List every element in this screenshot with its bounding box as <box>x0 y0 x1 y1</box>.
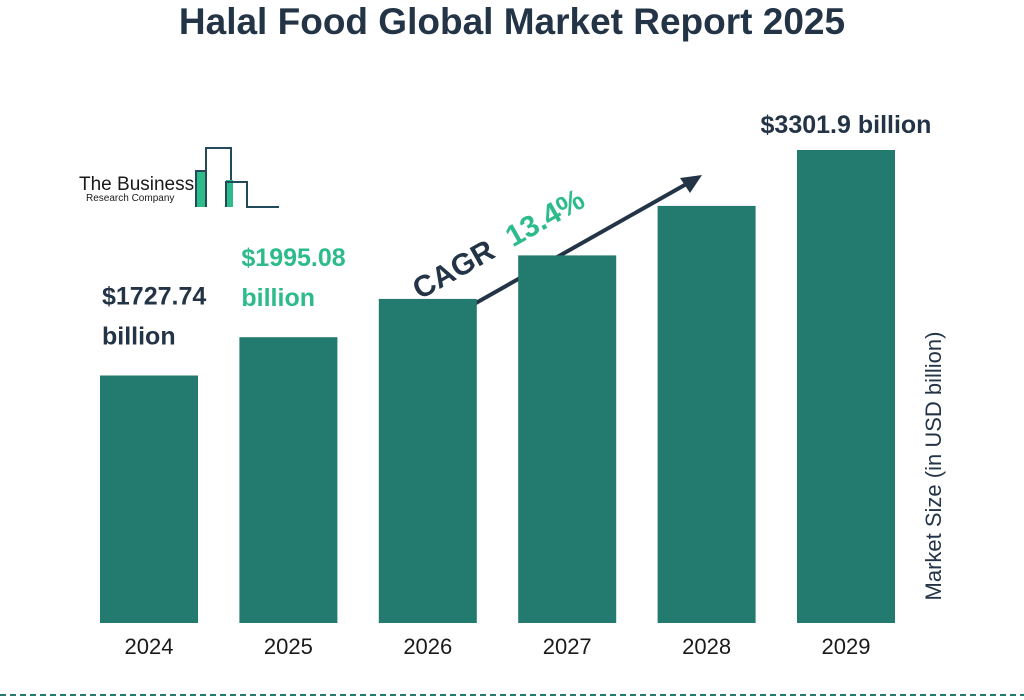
x-tick-label: 2024 <box>125 634 174 659</box>
logo-text-line2: Research Company <box>86 193 174 204</box>
x-tick-label: 2027 <box>543 634 592 659</box>
logo-buildings-icon <box>195 147 279 208</box>
x-tick-label: 2028 <box>682 634 731 659</box>
chart-title: Halal Food Global Market Report 2025 <box>179 1 845 42</box>
logo-text-line1: The Business <box>79 174 194 195</box>
logo-building-accent-2 <box>226 180 233 207</box>
value-label-2024: $1727.74 billion <box>102 283 206 351</box>
cagr-arrowhead-icon <box>680 175 702 193</box>
bar-2024 <box>100 375 198 623</box>
bar-2028 <box>657 205 756 623</box>
bar-2029 <box>797 150 895 623</box>
logo-building-accent <box>196 171 206 207</box>
x-tick-label: 2025 <box>264 634 313 659</box>
bar-2026 <box>378 298 477 623</box>
value-labels: $1727.74 billion $1995.08 billion $3301.9 bi… <box>102 111 931 351</box>
x-tick-label: 2026 <box>403 634 452 659</box>
cagr-value: 13.4% <box>500 183 590 254</box>
company-logo: The Business Research Company <box>79 147 279 208</box>
bars-group <box>100 150 895 623</box>
y-axis-label: Market Size (in USD billion) <box>921 332 946 601</box>
x-tick-label: 2029 <box>822 634 871 659</box>
value-label-2025: $1995.08 billion <box>241 244 345 312</box>
value-label-2029: $3301.9 billion <box>761 111 932 139</box>
x-tick-labels: 2024 2025 2026 2027 2028 2029 <box>125 634 871 659</box>
bar-2025 <box>239 337 338 623</box>
bar-2027 <box>518 255 617 623</box>
